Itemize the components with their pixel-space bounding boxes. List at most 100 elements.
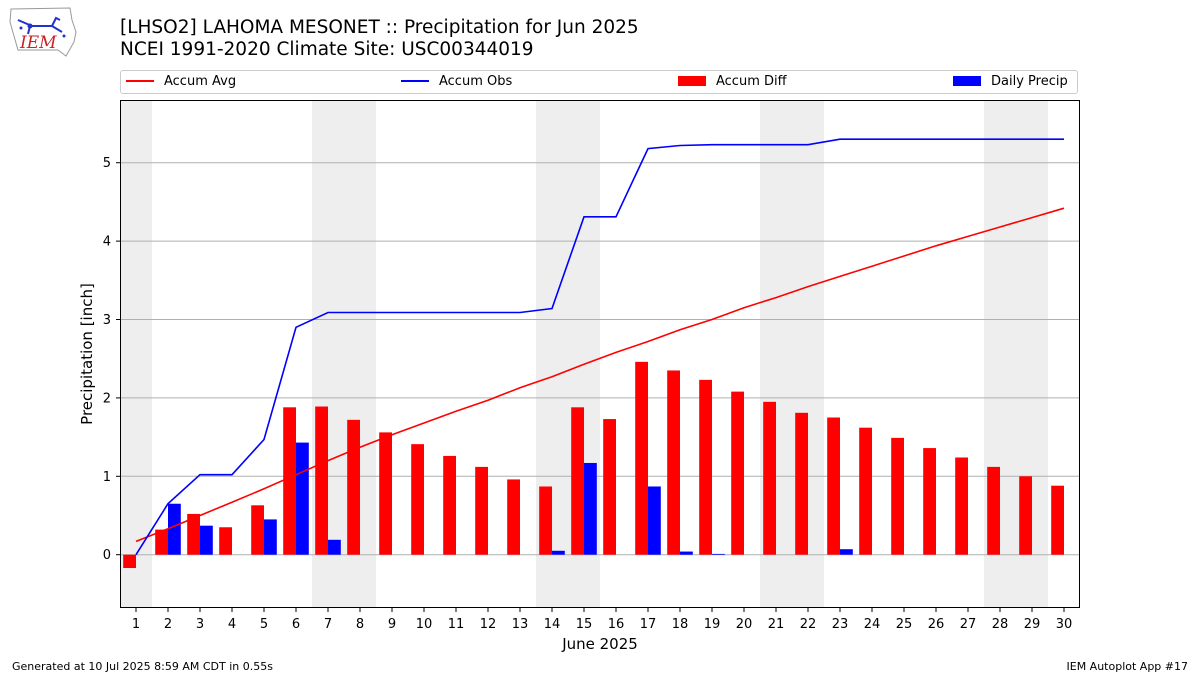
- bar-accum-diff-day-10: [411, 444, 424, 555]
- bar-accum-diff-day-17: [635, 361, 648, 555]
- bar-accum-diff-day-25: [891, 437, 904, 555]
- bar-daily-precip-day-15: [584, 462, 597, 555]
- x-tick-label-2: 2: [164, 617, 172, 632]
- bar-accum-diff-day-1: [123, 554, 136, 569]
- x-tick-label-19: 19: [704, 617, 721, 632]
- bar-accum-diff-day-27: [955, 457, 968, 555]
- x-tick-label-3: 3: [196, 617, 204, 632]
- bar-accum-diff-day-20: [731, 391, 744, 555]
- line-accum-avg: [135, 207, 1065, 543]
- bar-accum-diff-day-5: [251, 505, 264, 555]
- weekend-band-1: [120, 100, 152, 608]
- x-tick-label-15: 15: [576, 617, 593, 632]
- x-tick-label-8: 8: [356, 617, 364, 632]
- bar-daily-precip-day-14: [552, 550, 565, 555]
- x-tick-label-12: 12: [480, 617, 497, 632]
- x-tick-label-27: 27: [960, 617, 977, 632]
- bar-accum-diff-day-16: [603, 419, 616, 555]
- legend-swatch-accum-diff: [678, 75, 706, 86]
- legend-label-daily-precip: Daily Precip: [991, 74, 1068, 89]
- legend-item-accum-obs: Accum Obs: [401, 74, 512, 89]
- bar-accum-diff-day-30: [1051, 485, 1064, 555]
- x-tick-label-4: 4: [228, 617, 236, 632]
- x-tick-label-30: 30: [1056, 617, 1073, 632]
- chart-title: [LHSO2] LAHOMA MESONET :: Precipitation …: [120, 17, 639, 38]
- bar-accum-diff-day-14: [539, 486, 552, 555]
- bar-daily-precip-day-18: [680, 551, 693, 555]
- x-tick-label-10: 10: [416, 617, 433, 632]
- app-credit: IEM Autoplot App #17: [1066, 660, 1189, 673]
- x-tick-label-23: 23: [832, 617, 849, 632]
- bar-accum-diff-day-7: [315, 406, 328, 555]
- chart-legend: Accum Avg Accum Obs Accum Diff Daily Pre…: [120, 70, 1078, 94]
- x-tick-label-20: 20: [736, 617, 753, 632]
- legend-label-accum-diff: Accum Diff: [716, 74, 787, 89]
- y-tick-label-4: 4: [103, 235, 111, 250]
- x-tick-label-29: 29: [1024, 617, 1041, 632]
- grid-lines: [120, 162, 1080, 556]
- bar-accum-diff-day-28: [987, 466, 1000, 555]
- bar-daily-precip-day-2: [168, 503, 181, 555]
- bar-accum-diff-day-6: [283, 407, 296, 555]
- x-tick-label-13: 13: [512, 617, 529, 632]
- bar-accum-diff-day-8: [347, 419, 360, 555]
- x-tick-label-5: 5: [260, 617, 268, 632]
- x-tick-label-11: 11: [448, 617, 465, 632]
- bar-daily-precip-day-19: [712, 553, 725, 555]
- x-tick-label-14: 14: [544, 617, 561, 632]
- y-axis-label: Precipitation [inch]: [78, 283, 96, 425]
- legend-item-daily-precip: Daily Precip: [953, 74, 1068, 89]
- bar-accum-diff-day-19: [699, 379, 712, 555]
- bar-accum-diff-day-18: [667, 370, 680, 555]
- bar-accum-diff-day-12: [475, 466, 488, 555]
- legend-swatch-accum-obs: [401, 79, 429, 82]
- bar-accum-diff-day-29: [1019, 476, 1032, 555]
- bar-daily-precip-day-23: [840, 549, 853, 555]
- bar-series: [123, 361, 1064, 569]
- chart-subtitle: NCEI 1991-2020 Climate Site: USC00344019: [120, 39, 534, 60]
- line-series: [135, 138, 1065, 556]
- x-tick-label-24: 24: [864, 617, 881, 632]
- x-tick-label-1: 1: [132, 617, 140, 632]
- iem-logo: IEM: [9, 7, 77, 57]
- y-tick-label-3: 3: [103, 313, 111, 328]
- logo-text: IEM: [19, 33, 57, 53]
- bar-accum-diff-day-2: [155, 529, 168, 555]
- x-tick-label-6: 6: [292, 617, 300, 632]
- bar-accum-diff-day-3: [187, 513, 200, 555]
- legend-item-accum-avg: Accum Avg: [126, 74, 236, 89]
- y-axis-ticks: 0 1 2 3 4 5: [103, 156, 120, 563]
- y-tick-label-1: 1: [103, 470, 111, 485]
- x-axis-ticks: 1 2 3 4 5 6 7 8 9 10 11 12 13 14 15 16 17 18 19 20 21 22 23 24 2…: [132, 608, 1072, 632]
- x-tick-label-9: 9: [388, 617, 396, 632]
- bar-daily-precip-day-6: [296, 442, 309, 555]
- x-tick-label-22: 22: [800, 617, 817, 632]
- legend-label-accum-avg: Accum Avg: [164, 74, 237, 89]
- bar-accum-diff-day-23: [827, 417, 840, 555]
- legend-swatch-daily-precip: [953, 75, 981, 86]
- legend-swatch-accum-avg: [126, 79, 154, 82]
- bar-accum-diff-day-24: [859, 427, 872, 555]
- bar-accum-diff-day-9: [379, 432, 392, 555]
- y-tick-label-2: 2: [103, 391, 111, 406]
- x-axis-label: June 2025: [561, 635, 638, 653]
- x-tick-label-25: 25: [896, 617, 913, 632]
- bar-daily-precip-day-7: [328, 539, 341, 555]
- bar-accum-diff-day-22: [795, 412, 808, 555]
- x-tick-label-21: 21: [768, 617, 785, 632]
- bar-daily-precip-day-5: [264, 519, 277, 555]
- bar-accum-diff-day-11: [443, 455, 456, 555]
- legend-label-accum-obs: Accum Obs: [439, 74, 513, 89]
- legend-item-accum-diff: Accum Diff: [678, 74, 787, 89]
- line-accum-obs: [135, 138, 1064, 556]
- x-tick-label-18: 18: [672, 617, 689, 632]
- x-tick-label-16: 16: [608, 617, 625, 632]
- x-tick-label-28: 28: [992, 617, 1009, 632]
- plot-frame: [120, 100, 1080, 608]
- bar-daily-precip-day-17: [648, 486, 661, 555]
- bar-accum-diff-day-21: [763, 401, 776, 555]
- bar-accum-diff-day-13: [507, 479, 520, 555]
- x-tick-label-26: 26: [928, 617, 945, 632]
- x-tick-label-17: 17: [640, 617, 657, 632]
